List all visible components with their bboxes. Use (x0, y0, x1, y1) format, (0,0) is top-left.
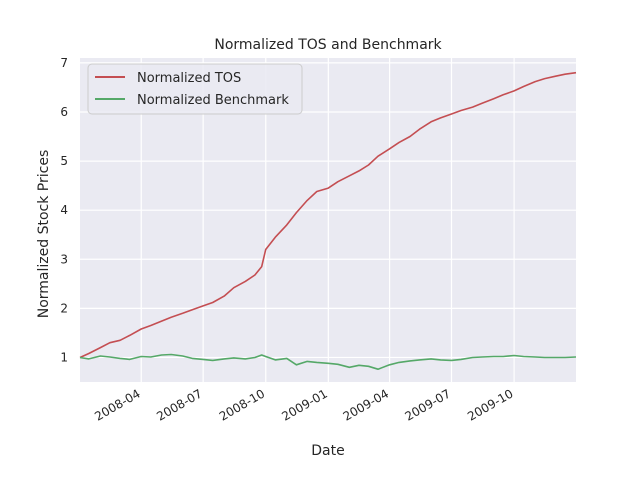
legend-label-tos: Normalized TOS (137, 71, 241, 86)
y-tick-label: 3 (60, 252, 68, 266)
series-lines (79, 71, 577, 371)
y-tick-label: 7 (60, 56, 68, 70)
x-tick-label: 2009-01 (279, 386, 329, 423)
x-tick-label: 2008-10 (217, 386, 267, 423)
x-tick-label: 2009-07 (403, 386, 453, 423)
y-tick-label: 2 (60, 301, 68, 315)
chart-title: Normalized TOS and Benchmark (214, 37, 442, 53)
y-tick-label: 1 (60, 350, 68, 364)
x-tick-label: 2008-07 (154, 386, 204, 423)
x-axis-title: Date (311, 443, 344, 459)
y-tick-label: 5 (60, 154, 68, 168)
x-tick-label: 2009-04 (341, 386, 391, 423)
series-line-tos (79, 71, 577, 359)
x-tick-label: 2009-10 (465, 386, 515, 423)
legend: Normalized TOS Normalized Benchmark (87, 63, 303, 115)
series-line-benchmark (79, 353, 577, 371)
y-tick-label: 6 (60, 105, 68, 119)
legend-box (87, 63, 303, 115)
y-tick-label: 4 (60, 203, 68, 217)
y-axis-title: Normalized Stock Prices (36, 150, 52, 319)
legend-label-benchmark: Normalized Benchmark (137, 93, 289, 108)
x-tick-label: 2008-04 (92, 386, 142, 423)
